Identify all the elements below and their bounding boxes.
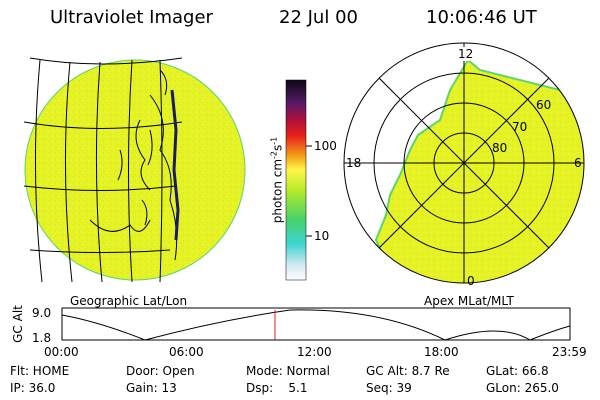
dsp-status: Dsp: 5.1 [246,381,308,395]
apex-panel-label: Apex MLat/MLT [424,294,514,308]
ip-status: IP: 36.0 [10,381,56,395]
altitude-y-low: 1.8 [32,331,52,345]
altitude-plot-frame [61,307,571,341]
altitude-x-tick-0: 00:00 [44,345,79,359]
polar-rings [343,42,585,284]
seq-status: Seq: 39 [366,381,412,395]
geographic-panel-label: Geographic Lat/Lon [70,294,188,308]
altitude-x-tick-1: 06:00 [169,345,204,359]
date-label: 22 Jul 00 [279,7,358,28]
colorbar-tick-10: 10 [314,229,330,243]
mode-status: Mode: Normal [246,364,330,378]
mlat-label-80: 80 [492,141,508,155]
glon-status: GLon: 265.0 [486,381,559,395]
mlt-label-12: 12 [458,47,474,61]
altitude-x-tick-2: 12:00 [297,345,332,359]
altitude-curve [61,309,571,341]
gc-alt-status: GC Alt: 8.7 Re [366,364,450,378]
geo-grid [23,57,183,283]
mlat-label-60: 60 [536,98,552,112]
door-status: Door: Open [126,364,195,378]
altitude-y-high: 9.0 [32,306,52,320]
right-limb-coast [170,89,180,241]
mlt-label-0: 0 [467,274,475,288]
flight-status: Flt: HOME [10,364,70,378]
mlt-label-18: 18 [346,156,362,170]
uv-image-disk [24,59,246,281]
gain-status: Gain: 13 [126,381,177,395]
altitude-x-tick-4: 23:59 [552,345,587,359]
colorbar-scale [285,79,307,281]
time-label: 10:06:46 UT [426,7,537,28]
colorbar-tick-100: 100 [314,139,337,153]
altitude-x-tick-3: 18:00 [424,345,459,359]
mlt-label-6: 6 [574,156,582,170]
glat-status: GLat: 66.8 [486,364,549,378]
app-title: Ultraviolet Imager [50,7,213,28]
altitude-ylabel: GC Alt [11,305,25,343]
mlat-label-70: 70 [512,120,528,134]
